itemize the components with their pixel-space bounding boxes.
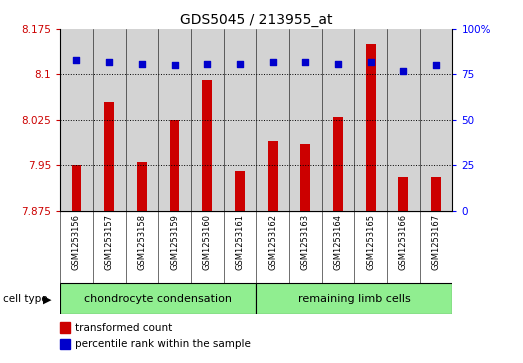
Point <box>432 62 440 68</box>
Bar <box>366 44 376 211</box>
Bar <box>126 29 158 211</box>
Text: chondrocyte condensation: chondrocyte condensation <box>84 294 232 303</box>
Text: GSM1253166: GSM1253166 <box>399 214 408 270</box>
Text: ▶: ▶ <box>43 294 52 305</box>
Point <box>334 61 342 66</box>
Bar <box>300 144 310 211</box>
Bar <box>256 29 289 211</box>
Text: transformed count: transformed count <box>75 323 172 333</box>
Point <box>170 62 179 68</box>
Bar <box>60 29 93 211</box>
Bar <box>169 120 179 211</box>
Bar <box>60 283 256 314</box>
Point <box>268 59 277 65</box>
Text: GSM1253164: GSM1253164 <box>334 214 343 270</box>
Text: GSM1253156: GSM1253156 <box>72 214 81 270</box>
Bar <box>72 165 82 211</box>
Text: GSM1253159: GSM1253159 <box>170 214 179 270</box>
Point <box>301 59 310 65</box>
Bar <box>158 29 191 211</box>
Point <box>236 61 244 66</box>
Bar <box>137 162 147 211</box>
Bar <box>419 29 452 211</box>
Point <box>203 61 211 66</box>
Text: cell type: cell type <box>3 294 47 305</box>
Bar <box>268 141 278 211</box>
Point <box>138 61 146 66</box>
Bar <box>289 29 322 211</box>
Bar <box>431 177 441 211</box>
Text: GSM1253158: GSM1253158 <box>138 214 146 270</box>
Point <box>72 57 81 63</box>
Text: GSM1253167: GSM1253167 <box>431 214 440 270</box>
Text: GSM1253160: GSM1253160 <box>203 214 212 270</box>
Text: GSM1253162: GSM1253162 <box>268 214 277 270</box>
Bar <box>104 102 114 211</box>
Point <box>105 59 113 65</box>
Point <box>399 68 407 74</box>
Bar <box>191 29 224 211</box>
Text: percentile rank within the sample: percentile rank within the sample <box>75 339 251 349</box>
Bar <box>387 29 419 211</box>
Point <box>367 59 375 65</box>
Bar <box>93 29 126 211</box>
Text: GSM1253163: GSM1253163 <box>301 214 310 270</box>
Title: GDS5045 / 213955_at: GDS5045 / 213955_at <box>180 13 333 26</box>
Bar <box>224 29 256 211</box>
Text: GSM1253165: GSM1253165 <box>366 214 375 270</box>
Text: GSM1253161: GSM1253161 <box>235 214 244 270</box>
Bar <box>202 81 212 211</box>
Bar <box>235 171 245 211</box>
Bar <box>256 283 452 314</box>
Bar <box>333 117 343 211</box>
Bar <box>322 29 355 211</box>
Text: remaining limb cells: remaining limb cells <box>298 294 411 303</box>
Text: GSM1253157: GSM1253157 <box>105 214 113 270</box>
Bar <box>399 177 408 211</box>
Bar <box>355 29 387 211</box>
